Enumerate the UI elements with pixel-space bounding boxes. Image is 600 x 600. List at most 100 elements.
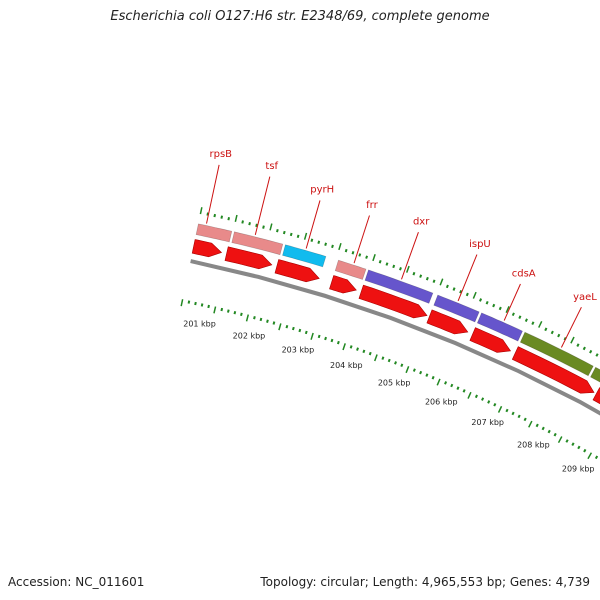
inner-tick-mark bbox=[565, 439, 569, 443]
kbp-tick-label: 204 kbp bbox=[330, 361, 363, 370]
outer-tick-mark bbox=[213, 213, 217, 218]
inner-tick-mark bbox=[317, 334, 321, 339]
gene-labels: rpsBtsfpyrHfrrdxrispUcdsAyaeLyaeTskp bbox=[206, 149, 597, 348]
inner-tick-mark bbox=[207, 304, 210, 309]
inner-tick-mark bbox=[493, 402, 497, 407]
inner-tick-mark bbox=[444, 381, 448, 385]
outer-tick-mark bbox=[317, 240, 321, 244]
feature-block bbox=[195, 223, 233, 243]
inner-tick-mark bbox=[594, 455, 599, 460]
gene-label: cdsA bbox=[512, 269, 536, 280]
kbp-tick-label: 201 kbp bbox=[183, 319, 216, 328]
inner-tick-mark bbox=[373, 354, 378, 362]
outer-tick-mark bbox=[331, 244, 334, 249]
inner-tick-mark bbox=[511, 411, 515, 416]
inner-tick-mark bbox=[400, 363, 404, 368]
feature-block bbox=[433, 294, 480, 323]
outer-tick-mark bbox=[310, 238, 314, 242]
gene-leader-line bbox=[254, 176, 271, 235]
gene-leader-line bbox=[401, 232, 419, 280]
inner-tick-mark bbox=[298, 328, 302, 333]
inner-tick-mark bbox=[467, 391, 472, 399]
outer-tick-mark bbox=[439, 278, 444, 286]
gene-label: yaeL bbox=[573, 292, 597, 303]
kbp-tick-label: 203 kbp bbox=[282, 345, 315, 354]
inner-tick-mark bbox=[462, 389, 466, 393]
outer-tick-mark bbox=[269, 223, 273, 231]
inner-tick-mark bbox=[245, 314, 250, 322]
inner-tick-mark bbox=[412, 368, 416, 372]
outer-tick-mark bbox=[524, 318, 528, 322]
gene-leader-line bbox=[560, 306, 582, 348]
outer-tick-mark bbox=[289, 232, 293, 237]
outer-tick-mark bbox=[425, 276, 429, 281]
outer-tick-mark bbox=[241, 220, 244, 224]
accession-text: Accession: NC_011601 bbox=[8, 575, 145, 589]
outer-tick-mark bbox=[570, 336, 575, 344]
inner-tick-mark bbox=[505, 408, 509, 413]
feature-block bbox=[334, 259, 367, 280]
inner-tick-mark bbox=[474, 394, 478, 399]
outer-tick-mark bbox=[365, 255, 369, 259]
gene-label: tsf bbox=[265, 161, 278, 172]
gene-label: pyrH bbox=[310, 185, 334, 196]
cds-arrow bbox=[224, 246, 273, 270]
outer-tick-mark bbox=[492, 303, 496, 308]
cds-arrow bbox=[469, 327, 512, 353]
inner-tick-mark bbox=[266, 319, 269, 323]
cds-arrow bbox=[426, 309, 469, 335]
outer-tick-mark bbox=[445, 284, 449, 289]
outer-tick-mark bbox=[358, 253, 362, 257]
inner-tick-mark bbox=[436, 378, 441, 386]
outer-tick-mark bbox=[544, 327, 548, 332]
gene-leader-line bbox=[206, 164, 220, 224]
outer-tick-mark bbox=[372, 253, 376, 262]
outer-tick-mark bbox=[511, 312, 515, 317]
inner-tick-mark bbox=[220, 307, 224, 312]
outer-tick-mark bbox=[385, 262, 389, 266]
outer-tick-mark bbox=[282, 230, 286, 235]
feature-block bbox=[590, 366, 600, 383]
map-title: Escherichia coli O127:H6 str. E2348/69, … bbox=[110, 9, 490, 24]
outer-tick-mark bbox=[505, 305, 510, 314]
gene-leader-line bbox=[457, 254, 478, 302]
inner-tick-mark bbox=[213, 306, 217, 314]
inner-tick-mark bbox=[553, 432, 557, 437]
gene-leader-line bbox=[353, 215, 370, 264]
outer-tick-mark bbox=[531, 321, 535, 325]
cds-arrow bbox=[329, 275, 357, 294]
inner-tick-mark bbox=[200, 303, 204, 307]
tick-labels: 201 kbp 202 kbp 203 kbp 204 kbp 205 kbp 206 k… bbox=[183, 319, 594, 473]
inner-tick-mark bbox=[356, 347, 359, 351]
genome-summary-text: Topology: circular; Length: 4,965,553 bp… bbox=[260, 575, 590, 589]
inner-tick-mark bbox=[324, 336, 327, 341]
outer-tick-mark bbox=[550, 330, 554, 335]
outer-tick-mark bbox=[498, 306, 502, 311]
inner-tick-mark bbox=[517, 414, 521, 419]
inner-tick-mark bbox=[394, 361, 397, 365]
inner-tick-mark bbox=[310, 332, 314, 340]
feature-block bbox=[364, 269, 434, 304]
inner-tick-mark bbox=[272, 321, 276, 325]
outer-tick-mark bbox=[595, 353, 599, 357]
inner-tick-ring bbox=[180, 299, 599, 460]
inner-tick-mark bbox=[381, 356, 385, 360]
outer-tick-ring bbox=[199, 207, 599, 357]
outer-tick-mark bbox=[472, 291, 477, 299]
outer-tick-mark bbox=[412, 271, 416, 276]
outer-tick-mark bbox=[262, 225, 265, 229]
inner-tick-mark bbox=[450, 383, 454, 388]
inner-tick-mark bbox=[541, 426, 545, 431]
outer-tick-mark bbox=[303, 232, 308, 240]
kbp-tick-label: 202 kbp bbox=[233, 332, 266, 341]
outer-tick-mark bbox=[296, 234, 300, 239]
feature-block bbox=[231, 231, 284, 256]
kbp-tick-label: 207 kbp bbox=[471, 418, 504, 427]
inner-tick-mark bbox=[523, 417, 527, 422]
outer-tick-mark bbox=[392, 264, 396, 269]
kbp-tick-label: 208 kbp bbox=[517, 441, 550, 450]
inner-tick-mark bbox=[557, 436, 563, 444]
outer-tick-mark bbox=[419, 274, 423, 278]
inner-tick-mark bbox=[583, 448, 587, 453]
outer-tick-mark bbox=[582, 346, 586, 351]
